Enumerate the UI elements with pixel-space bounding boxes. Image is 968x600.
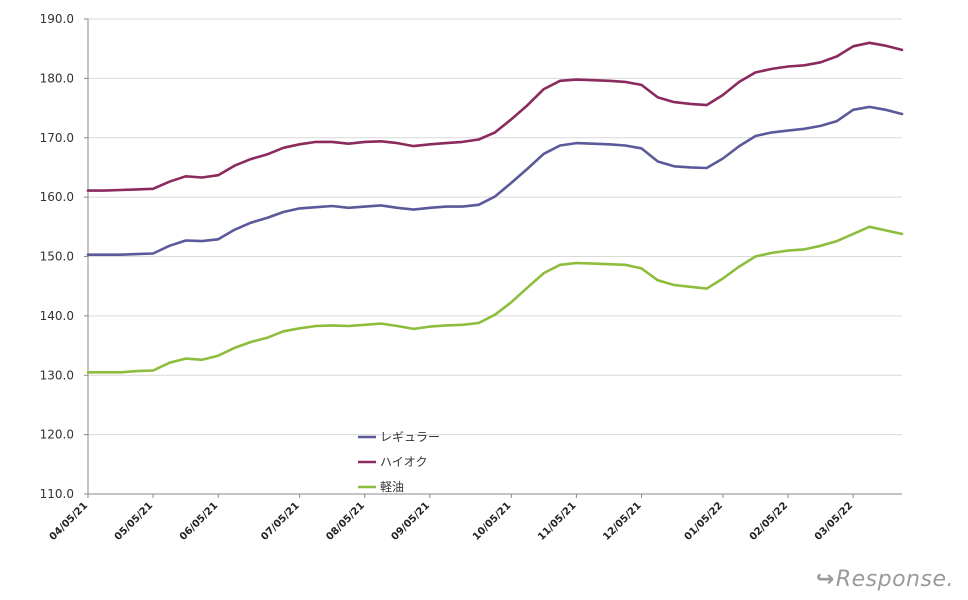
x-tick-label: 06/05/21 bbox=[178, 500, 220, 542]
y-tick-label: 150.0 bbox=[40, 250, 74, 264]
y-tick-label: 160.0 bbox=[40, 190, 74, 204]
legend-label: レギュラー bbox=[380, 430, 440, 444]
x-tick-label: 05/05/21 bbox=[113, 500, 155, 542]
grid-lines bbox=[88, 18, 902, 495]
y-tick-label: 130.0 bbox=[40, 368, 74, 382]
y-tick-label: 110.0 bbox=[40, 487, 74, 501]
y-tick-label: 120.0 bbox=[40, 428, 74, 442]
y-tick-label: 140.0 bbox=[40, 309, 74, 323]
x-tick-label: 07/05/21 bbox=[259, 500, 301, 542]
legend-label: ハイオク bbox=[380, 455, 428, 469]
x-tick-label: 02/05/22 bbox=[748, 500, 790, 542]
y-tick-label: 170.0 bbox=[40, 131, 74, 145]
x-axis-ticks: 04/05/21 05/05/21 06/05/21 07/05/21 08/05/21… bbox=[48, 494, 855, 543]
response-logo: ↪Response. bbox=[816, 567, 954, 592]
x-tick-label: 04/05/21 bbox=[48, 500, 90, 542]
x-tick-label: 08/05/21 bbox=[324, 500, 366, 542]
x-tick-label: 12/05/21 bbox=[601, 500, 643, 542]
x-tick-label: 11/05/21 bbox=[536, 500, 578, 542]
x-tick-label: 01/05/22 bbox=[683, 500, 725, 542]
y-tick-label: 190.0 bbox=[40, 12, 74, 26]
series-line-2 bbox=[86, 41, 904, 192]
response-logo-icon: ↪ bbox=[815, 567, 835, 592]
watermark-text: Response. bbox=[835, 567, 954, 592]
series-line-3 bbox=[86, 225, 904, 374]
y-tick-label: 180.0 bbox=[40, 71, 74, 85]
y-axis-ticks: 110.0 120.0 130.0 140.0 150.0 160.0 170.0 180.0… bbox=[40, 12, 88, 501]
legend-label: 軽油 bbox=[380, 480, 404, 494]
x-tick-label: 03/05/22 bbox=[813, 500, 855, 542]
series-line-1 bbox=[86, 105, 904, 256]
x-tick-label: 10/05/21 bbox=[471, 500, 513, 542]
x-tick-label: 09/05/21 bbox=[390, 500, 432, 542]
series-lines bbox=[86, 41, 904, 374]
